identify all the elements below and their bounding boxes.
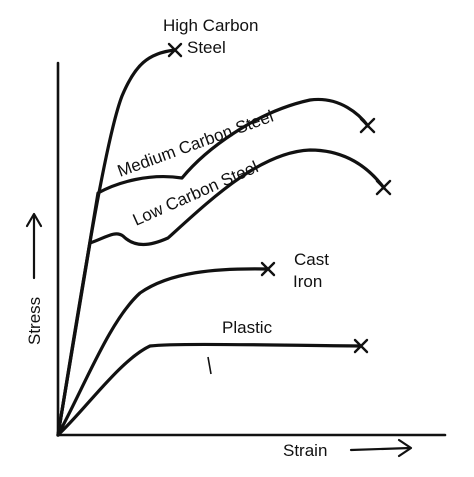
y-axis-arrowhead [25, 212, 43, 228]
y-axis-label: Stress [25, 297, 44, 345]
low-carbon-steel-fracture-mark [375, 179, 392, 196]
plastic-line [56, 342, 363, 437]
cast-iron-fracture-mark [260, 261, 276, 277]
medium-carbon-steel-line [56, 97, 370, 437]
cast-iron-line [56, 267, 270, 437]
high-carbon-steel-fracture-mark [167, 42, 183, 58]
high-carbon-steel-label-line1: High Carbon [163, 16, 258, 35]
curve-cast-iron: Cast Iron [56, 250, 329, 437]
cast-iron-label-line2: Iron [293, 272, 322, 291]
x-axis-arrow [349, 446, 412, 452]
plastic-fracture-mark [353, 338, 369, 354]
cast-iron-label-line1: Cast [294, 250, 329, 269]
low-carbon-steel-line [56, 148, 386, 437]
curve-plastic: Plastic [56, 318, 369, 437]
scan-mark [207, 356, 212, 375]
curve-low-carbon-steel: Low Carbon Steel [56, 148, 392, 437]
x-axis-arrowhead [397, 438, 413, 458]
plastic-label: Plastic [222, 318, 273, 337]
medium-carbon-steel-fracture-mark [359, 117, 376, 134]
x-axis-label: Strain [283, 441, 327, 460]
x-axis-title: Strain [283, 438, 413, 460]
high-carbon-steel-label-line2: Steel [187, 38, 226, 57]
axes [56, 61, 447, 437]
y-axis-title: Stress [25, 212, 44, 345]
